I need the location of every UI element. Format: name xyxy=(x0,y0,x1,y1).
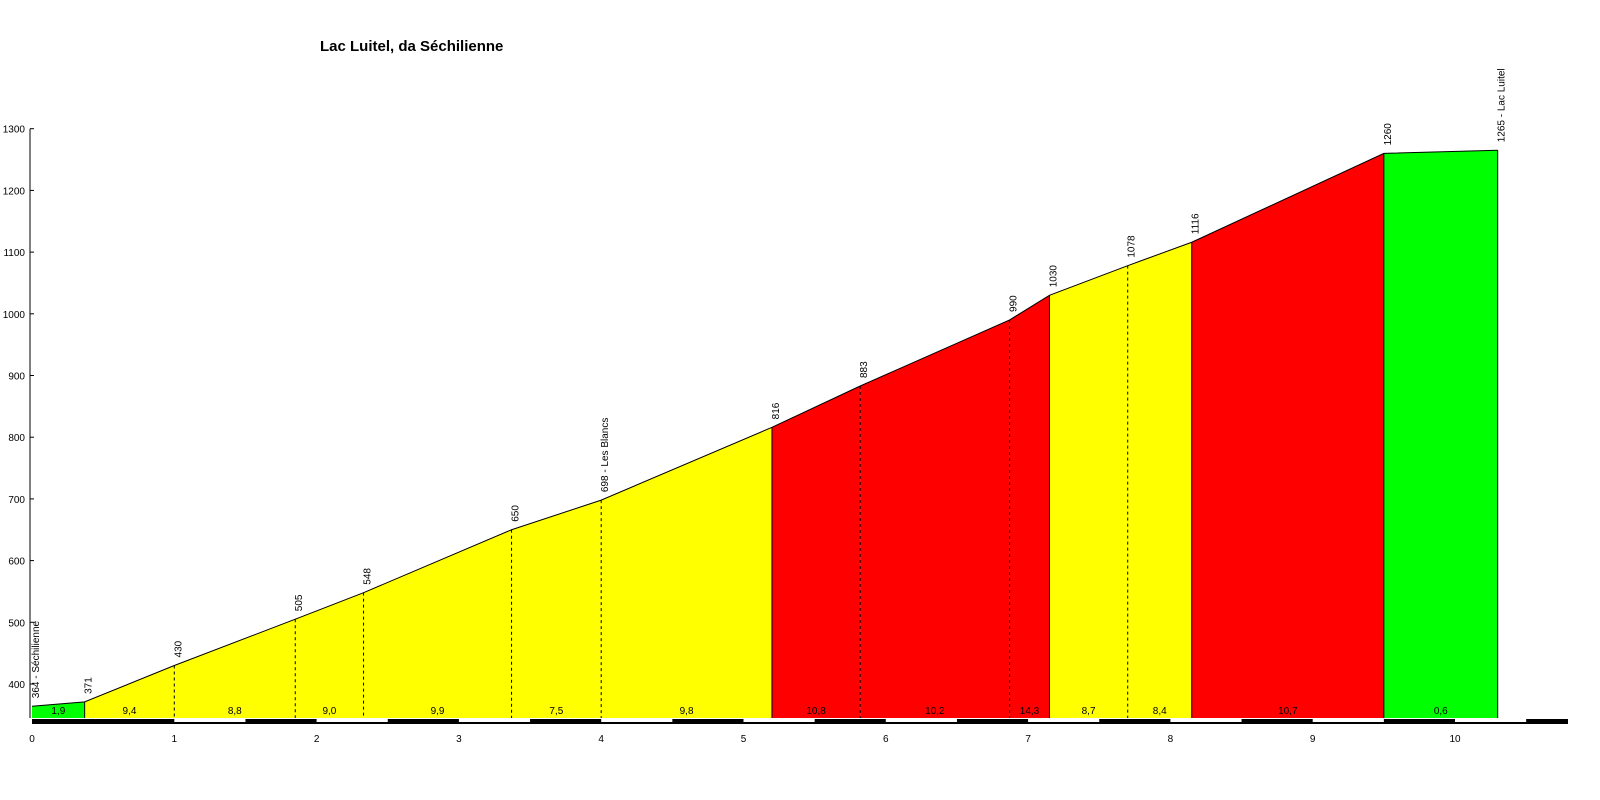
point-label: 1260 xyxy=(1383,123,1394,146)
grade-label: 9,8 xyxy=(680,706,694,717)
chart-title: Lac Luitel, da Séchilienne xyxy=(320,38,504,55)
point-label: 816 xyxy=(771,402,782,419)
segment-area xyxy=(84,665,175,718)
y-tick-label: 900 xyxy=(8,372,25,383)
segment-area xyxy=(860,319,1010,718)
grade-label: 10,2 xyxy=(925,706,945,717)
segment-area xyxy=(1009,295,1050,718)
point-label: 1265 - Lac Luitel xyxy=(1497,68,1508,142)
x-axis-scale-block xyxy=(316,719,388,722)
y-tick-label: 800 xyxy=(8,433,25,444)
point-label: 364 - Séchilienne xyxy=(31,620,42,698)
y-axis: 400 500 600 700 800 900 1000 1100 1200 1300 xyxy=(3,125,34,718)
segment-area xyxy=(771,385,861,718)
y-tick-label: 1200 xyxy=(3,186,26,197)
point-label: 990 xyxy=(1009,295,1020,312)
x-axis: 0 1 2 3 4 5 6 7 8 9 10 xyxy=(29,719,1568,745)
y-tick-label: 600 xyxy=(8,557,25,568)
grade-label: 14,3 xyxy=(1020,706,1040,717)
x-axis-scale-block xyxy=(458,719,531,722)
grade-label: 8,8 xyxy=(228,706,242,717)
gradient-segments xyxy=(32,150,1498,719)
grade-label: 8,7 xyxy=(1082,706,1096,717)
y-tick-label: 1300 xyxy=(3,125,26,136)
point-label: 505 xyxy=(294,594,305,611)
x-tick-label: 3 xyxy=(456,734,462,745)
grade-label: 9,4 xyxy=(123,706,137,717)
x-tick-label: 5 xyxy=(741,734,747,745)
segment-area xyxy=(1191,153,1384,718)
point-label: 650 xyxy=(511,505,522,522)
grade-label: 8,4 xyxy=(1153,706,1167,717)
y-tick-label: 1000 xyxy=(3,310,26,321)
x-axis-scale-block xyxy=(743,719,815,722)
grade-label: 10,8 xyxy=(806,706,826,717)
x-tick-label: 9 xyxy=(1310,734,1316,745)
y-tick-label: 700 xyxy=(8,495,25,506)
segment-area xyxy=(601,427,772,718)
x-axis-scale-block xyxy=(1028,719,1100,722)
y-tick-label: 1100 xyxy=(3,248,25,259)
grade-label: 1,9 xyxy=(51,706,65,717)
grade-label: 10,7 xyxy=(1278,706,1298,717)
y-tick-label: 500 xyxy=(8,618,25,629)
point-label: 1078 xyxy=(1127,235,1138,258)
x-axis-scale-block xyxy=(1455,719,1527,722)
segment-dividers xyxy=(84,150,1499,718)
x-tick-label: 2 xyxy=(314,734,320,745)
grade-label: 0,6 xyxy=(1434,706,1448,717)
x-tick-label: 8 xyxy=(1168,734,1174,745)
segment-area xyxy=(32,701,85,718)
point-label: 1030 xyxy=(1048,265,1059,288)
x-tick-label: 1 xyxy=(172,734,178,745)
grade-label: 7,5 xyxy=(549,706,563,717)
x-tick-label: 6 xyxy=(883,734,889,745)
x-axis-scale-block xyxy=(1170,719,1242,722)
segment-area xyxy=(1049,265,1128,718)
x-tick-label: 4 xyxy=(598,734,604,745)
point-label: 698 - Les Blancs xyxy=(600,418,611,493)
x-axis-scale-block xyxy=(885,719,957,722)
segment-area xyxy=(174,619,296,718)
x-axis-scale-block xyxy=(601,719,673,722)
x-axis-scale-block xyxy=(174,719,246,722)
y-tick-label: 400 xyxy=(8,680,25,691)
segment-area xyxy=(295,592,364,718)
grade-label: 9,0 xyxy=(322,706,336,717)
x-tick-label: 0 xyxy=(29,734,35,745)
segment-area xyxy=(1127,242,1192,718)
segment-area xyxy=(1383,150,1498,719)
grade-label: 9,9 xyxy=(431,706,445,717)
profile-line xyxy=(31,149,1498,707)
point-label: 548 xyxy=(363,568,374,585)
segment-area xyxy=(363,529,512,718)
x-axis-scale-block xyxy=(1312,719,1384,722)
x-tick-label: 7 xyxy=(1025,734,1031,745)
point-label: 371 xyxy=(84,677,95,694)
segment-area xyxy=(511,500,602,718)
grade-labels: 1,9 9,4 8,8 9,0 9,9 7,5 9,8 10,8 10,2 14,3 8,7 8,4 1… xyxy=(51,706,1448,717)
x-tick-label: 10 xyxy=(1449,734,1461,745)
point-label: 883 xyxy=(859,361,870,378)
point-label: 430 xyxy=(173,640,184,657)
point-labels: 364 - Séchilienne 371 430 505 548 650 698 - Le… xyxy=(31,68,1508,698)
point-label: 1116 xyxy=(1191,213,1202,234)
